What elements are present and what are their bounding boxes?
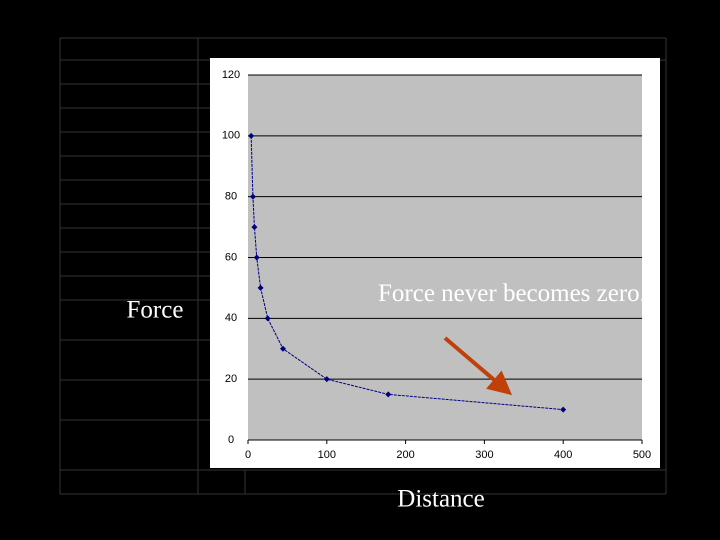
point — [251, 224, 258, 231]
point — [257, 284, 264, 291]
x-tick-label: 100 — [318, 449, 336, 461]
y-tick-label: 0 — [228, 434, 234, 446]
line — [250, 135, 564, 411]
y-tick-label: 60 — [225, 251, 237, 263]
x-tick-label: 0 — [245, 449, 251, 461]
point — [279, 345, 286, 352]
point — [264, 315, 271, 322]
arrow — [443, 336, 513, 396]
y-tick-label: 80 — [225, 191, 237, 203]
point — [385, 391, 392, 398]
y-tick-label: 100 — [222, 130, 240, 142]
y-tick-label: 40 — [225, 312, 237, 324]
x-tick-label: 500 — [633, 449, 651, 461]
point — [248, 132, 255, 139]
point — [249, 193, 256, 200]
x-tick-label: 400 — [554, 449, 572, 461]
y-tick-label: 120 — [222, 69, 240, 81]
x-axis-label: Distance — [397, 486, 484, 513]
x-tick-label: 200 — [396, 449, 414, 461]
background-table — [59, 37, 667, 495]
annotation: Force never becomes zero. — [378, 280, 646, 307]
y-axis-label: Force — [127, 297, 184, 324]
point — [323, 376, 330, 383]
point — [253, 254, 260, 261]
point — [560, 406, 567, 413]
y-tick-label: 20 — [225, 373, 237, 385]
x-tick-label: 300 — [475, 449, 493, 461]
